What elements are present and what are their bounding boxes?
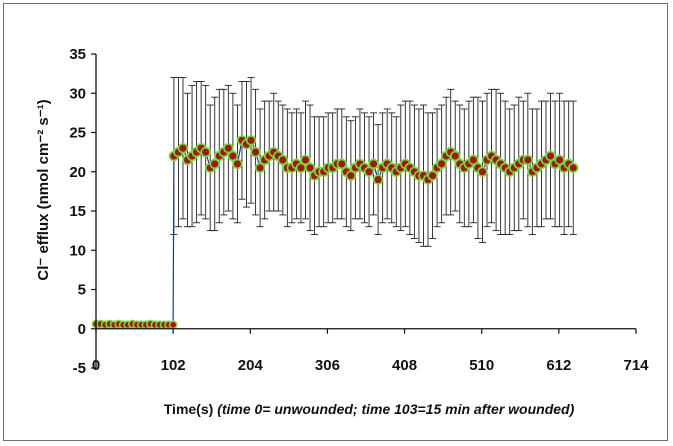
y-tick-label: 5 bbox=[78, 282, 86, 299]
wounded-point bbox=[345, 170, 357, 181]
y-tick-label: 35 bbox=[69, 46, 86, 63]
wounded-point bbox=[177, 142, 189, 154]
chart-frame bbox=[3, 3, 668, 441]
wounded-point bbox=[368, 158, 379, 170]
wounded-point bbox=[545, 150, 556, 162]
x-tick-label: 510 bbox=[469, 357, 494, 374]
baseline-point bbox=[168, 320, 178, 330]
wounded-point bbox=[277, 154, 289, 166]
axes bbox=[91, 53, 637, 369]
wounded-point bbox=[223, 142, 234, 154]
y-tick-label: 10 bbox=[69, 242, 86, 259]
y-tick-label: -5 bbox=[73, 360, 86, 377]
y-tick-label: 0 bbox=[78, 321, 86, 338]
y-tick-label: 15 bbox=[69, 203, 86, 220]
x-tick-label: 306 bbox=[315, 357, 340, 374]
wounded-point bbox=[200, 146, 211, 158]
wounded-point bbox=[209, 158, 220, 170]
x-tick-label: 714 bbox=[623, 357, 649, 374]
x-tick-label: 0 bbox=[92, 357, 100, 374]
y-tick-label: 25 bbox=[69, 125, 86, 142]
wounded-point bbox=[363, 166, 375, 178]
y-tick-label: 30 bbox=[69, 85, 86, 102]
data-markers bbox=[91, 135, 579, 330]
wounded-point bbox=[227, 150, 239, 162]
wounded-point bbox=[300, 154, 311, 166]
y-axis-label: Cl⁻ efflux (nmol cm⁻² s⁻¹) bbox=[35, 99, 52, 280]
wounded-point bbox=[522, 154, 534, 166]
wounded-point bbox=[254, 162, 266, 174]
wounded-point bbox=[372, 174, 384, 185]
x-tick-label: 612 bbox=[546, 357, 571, 374]
wounded-point bbox=[436, 158, 447, 170]
wounded-point bbox=[567, 162, 579, 174]
x-axis-label: Time(s) (time 0= unwounded; time 103=15 … bbox=[164, 401, 575, 417]
wounded-point bbox=[336, 158, 348, 170]
x-axis-label-main: Time(s) bbox=[164, 401, 217, 417]
wounded-point bbox=[427, 170, 438, 181]
x-axis-label-note: (time 0= unwounded; time 103=15 min afte… bbox=[217, 401, 574, 417]
x-tick-label: 204 bbox=[238, 357, 264, 374]
wounded-point bbox=[449, 150, 461, 162]
wounded-point bbox=[468, 154, 479, 166]
x-tick-label: 408 bbox=[392, 357, 417, 374]
wounded-point bbox=[554, 154, 565, 166]
wounded-point bbox=[232, 158, 243, 170]
wounded-point bbox=[477, 166, 488, 178]
x-tick-label: 102 bbox=[161, 357, 186, 374]
wounded-point bbox=[304, 162, 316, 174]
wounded-point bbox=[250, 146, 261, 158]
y-tick-label: 20 bbox=[69, 164, 86, 181]
wounded-point bbox=[245, 135, 257, 146]
